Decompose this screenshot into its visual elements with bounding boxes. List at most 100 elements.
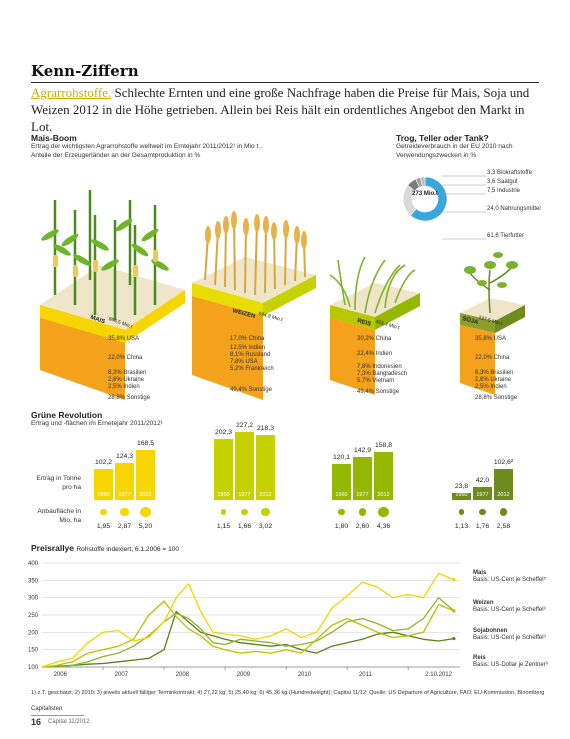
share-item: 8,1% Russland: [230, 352, 271, 358]
weizen-block: [192, 211, 316, 400]
bar-weizen-1977: 1977: [235, 432, 254, 500]
area-dot: [338, 508, 345, 516]
area-value-label: 1,66: [237, 523, 252, 530]
x-tick-label: 2011: [359, 672, 373, 678]
share-item: 5,7% Vietnam: [357, 378, 395, 384]
bar-year-label: 1977: [118, 491, 131, 498]
bar-value-label: 23,8: [454, 482, 469, 490]
area-value-label: 3,02: [258, 523, 273, 530]
bar-soja-1960: 1960: [452, 491, 471, 500]
page-number: 16: [31, 717, 42, 727]
share-item: 49,4% Sonstige: [357, 389, 400, 395]
area-dot: [458, 509, 465, 515]
legend-unit: Basis: US-Cent je Scheffel³: [473, 607, 546, 613]
area-dot: [378, 506, 389, 517]
mais-shares: 35,8% USA 22,0% China 8,3% Brasilien 2,6…: [108, 336, 150, 402]
rallye-subtitle: Rohstoffe indexiert, 6.1.2006 = 100: [76, 546, 180, 553]
revolution-chart: 1960 102,2 1,95 1977 124,3 2,87 2012 168,5 5,20 1…: [94, 422, 514, 530]
area-value-label: 1,13: [454, 523, 469, 530]
bar-weizen-2012: 2012: [256, 434, 275, 500]
area-value-label: 1,95: [96, 523, 111, 530]
series-line-weizen: [41, 600, 455, 668]
bar-mais-1977: 1977: [115, 462, 134, 500]
donut-label-1: 3,6 Saatgut: [487, 179, 518, 185]
x-tick-label: 2006: [54, 672, 68, 678]
soja-block: [460, 252, 525, 395]
price-line-chart: 100 150 200 250 300 350 400 2006 2007 2008 2009 201…: [28, 561, 460, 678]
series-line-sojabohnen: [42, 597, 455, 668]
bar-year-label: 1960: [335, 491, 348, 498]
yield-row-label: Ertrag in Tonne pro ha: [36, 475, 81, 491]
share-item: 12,5% Indien: [230, 345, 266, 351]
soja-shares: 35,8% USA 22,0% China 8,3% Brasilien 2,6…: [475, 336, 517, 402]
area-dot: [220, 509, 227, 515]
mais-block: [40, 190, 185, 400]
share-item: 35,8% USA: [475, 336, 507, 342]
y-tick-label: 150: [28, 648, 39, 654]
share-item: 7,8% Indonesien: [357, 364, 402, 370]
share-item: 2,5% Indien: [108, 384, 140, 390]
rallye-title: Preisrallye: [31, 543, 75, 553]
x-tick-label: 2010: [298, 672, 312, 678]
series-line-reis: [41, 610, 455, 668]
legend-item: Weizen Basis: US-Cent je Scheffel³: [473, 600, 553, 614]
share-item: 2,5% Indien: [475, 384, 507, 390]
x-tick-label: 2007: [115, 672, 129, 678]
area-value-label: 2,58: [496, 523, 511, 530]
share-item: 22,0% China: [475, 355, 510, 361]
legend-name: Mais: [473, 570, 487, 576]
area-value-label: 2,60: [355, 523, 370, 530]
area-dot: [100, 508, 107, 516]
footer-rule: [31, 715, 84, 716]
bar-year-label: 1960: [455, 491, 468, 498]
share-item: 7,3% Bangladesch: [357, 371, 408, 377]
bar-value-label: 102,6²: [493, 459, 514, 467]
weizen-shares: 17,0% China 12,5% Indien 8,1% Russland 7…: [230, 336, 274, 394]
x-tick-label: 2008: [176, 672, 190, 678]
bar-reis-1960: 1960: [332, 464, 351, 500]
series-end-dot: [452, 636, 456, 641]
area-value-label: 1,15: [216, 523, 231, 530]
series-end-dot: [452, 609, 456, 613]
bar-value-label: 124,3: [115, 452, 133, 460]
trog-title: Trog, Teller oder Tank?: [396, 133, 489, 143]
maisboom-title: Mais-Boom: [31, 133, 77, 143]
area-value-label: 5,20: [138, 523, 153, 530]
intro-text: Agrarrohstoffe. Schlechte Ernten und ein…: [31, 84, 531, 135]
series-line-mais: [41, 572, 455, 668]
donut-label-2: 7,5 Industrie: [487, 188, 521, 194]
area-value-label: 1,80: [334, 523, 349, 530]
bar-soja-1977: 1977: [473, 487, 492, 500]
y-tick-label: 350: [28, 578, 39, 584]
series-end-dot: [452, 578, 456, 582]
x-tick-label: 2.10.2012: [425, 672, 452, 678]
area-dot: [261, 507, 270, 517]
area-dot: [479, 508, 486, 516]
revolution-title: Grüne Revolution: [31, 410, 103, 420]
share-item: 28,8% Sonstige: [475, 395, 518, 401]
area-dot: [140, 506, 151, 518]
area-row-label: Anbaufläche in Mio. ha: [37, 508, 81, 524]
legend-name: Sojabohnen: [473, 628, 508, 634]
x-tick-label: 2009: [237, 672, 251, 678]
bar-value-label: 168,5: [136, 439, 154, 447]
reis-block: [329, 256, 420, 395]
donut-center-label: 273 Mio.t: [412, 191, 438, 197]
donut-slice-biokraftstoffe: [420, 176, 426, 187]
bar-mais-2012: 2012: [136, 449, 155, 500]
magazine-label: Capitalisten: [31, 706, 63, 712]
bar-value-label: 202,3: [214, 429, 232, 437]
bar-year-label: 1960: [217, 491, 230, 498]
bar-reis-2012: 2012: [374, 452, 393, 500]
bar-year-label: 2012: [259, 491, 272, 498]
revolution-subtitle: Ertrag und -flächen im Ernetejahr 2011/2…: [31, 420, 163, 427]
area-value-label: 4,36: [376, 523, 391, 530]
share-item: 2,6% Ukraine: [108, 377, 145, 383]
maisboom-subtitle: Ertrag der wichtigsten Agrarrohstoffe we…: [31, 143, 263, 159]
share-item: 8,3% Brasilien: [108, 370, 147, 376]
bar-value-label: 42,0: [475, 477, 490, 485]
bar-mais-1960: 1960: [94, 469, 113, 500]
page-title: Kenn-Ziffern: [31, 62, 139, 80]
legend-item: Reis Basis: US-Dollar je Zentner⁶: [473, 655, 553, 669]
legend-unit: Basis: US-Cent je Scheffel³: [473, 635, 546, 641]
